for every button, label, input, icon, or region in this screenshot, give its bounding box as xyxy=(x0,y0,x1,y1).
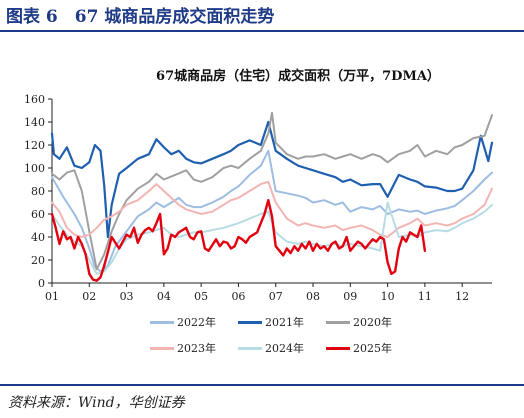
legend-swatch xyxy=(238,346,262,350)
y-tick-label: 60 xyxy=(31,208,45,221)
series-layer xyxy=(50,111,494,282)
y-tick-label: 160 xyxy=(24,93,45,106)
y-tick-label: 80 xyxy=(31,185,45,198)
y-tick-label: 100 xyxy=(24,162,45,175)
legend-item: 2021年 xyxy=(238,314,304,330)
y-tick-label: 0 xyxy=(38,277,45,290)
x-tick-label: 02 xyxy=(82,290,96,303)
legend-swatch xyxy=(326,320,350,324)
series-line-2 xyxy=(50,120,494,239)
legend-swatch xyxy=(238,320,262,324)
legend-item: 2020年 xyxy=(326,314,392,330)
legend: 2022年 2021年 2020年 2023年 2024年 2025年 xyxy=(150,314,410,360)
series-line-4 xyxy=(51,180,493,238)
legend-swatch xyxy=(326,346,350,350)
x-tick-label: 03 xyxy=(120,290,134,303)
source-note: 资料来源：Wind，华创证券 xyxy=(8,395,185,411)
line-chart: 67城商品房（住宅）成交面积（万平，7DMA） 0204060801001201… xyxy=(24,68,494,303)
legend-item: 2023年 xyxy=(150,340,216,356)
series-line-6 xyxy=(50,198,427,282)
y-tick-label: 120 xyxy=(24,139,45,152)
legend-label: 2025年 xyxy=(353,342,392,355)
x-tick-label: 01 xyxy=(45,290,59,303)
x-tick-label: 06 xyxy=(231,290,245,303)
x-tick-label: 12 xyxy=(455,290,469,303)
legend-label: 2022年 xyxy=(177,316,216,329)
legend-label: 2020年 xyxy=(353,316,392,329)
y-tick-label: 20 xyxy=(31,254,45,267)
y-tick-label: 140 xyxy=(24,116,45,129)
x-tick-label: 09 xyxy=(343,290,357,303)
chart-title: 67城商品房（住宅）成交面积（万平，7DMA） xyxy=(156,68,440,84)
x-tick-label: 08 xyxy=(306,290,320,303)
y-tick-label: 40 xyxy=(31,231,45,244)
bottom-rule xyxy=(0,384,524,386)
legend-swatch xyxy=(150,346,174,350)
figure-title: 图表 6 67 城商品房成交面积走势 xyxy=(6,7,275,27)
legend-label: 2024年 xyxy=(265,342,304,355)
legend-item: 2022年 xyxy=(150,314,216,330)
axes: 0 20 40 60 80 100 120 140 160 01 02 03 04 05 06 07 08 09 1… xyxy=(24,93,492,303)
x-tick-label: 04 xyxy=(157,290,171,303)
x-tick-label: 11 xyxy=(418,290,432,303)
x-tick-label: 10 xyxy=(381,290,395,303)
legend-item: 2024年 xyxy=(238,340,304,356)
legend-item: 2025年 xyxy=(326,340,392,356)
x-tick-label: 05 xyxy=(194,290,208,303)
series-line-3 xyxy=(51,111,493,271)
legend-label: 2021年 xyxy=(265,316,304,329)
legend-swatch xyxy=(150,320,174,324)
legend-label: 2023年 xyxy=(177,342,216,355)
x-tick-label: 07 xyxy=(269,290,283,303)
top-rule xyxy=(0,30,524,32)
